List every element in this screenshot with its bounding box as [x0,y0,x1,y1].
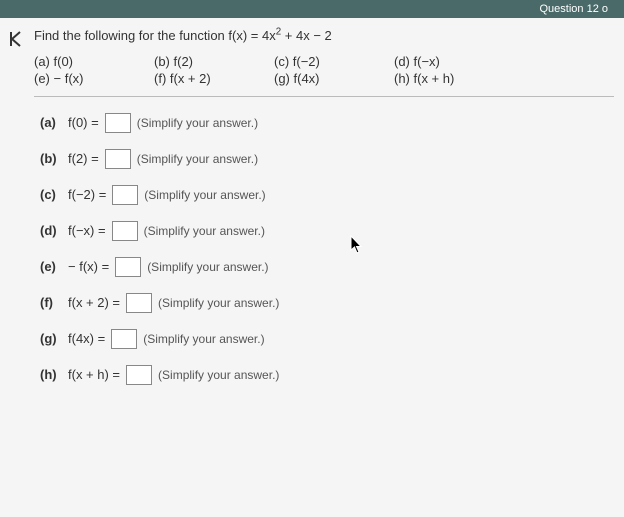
answer-row-a: (a) f(0) = (Simplify your answer.) [40,113,614,133]
answer-label: (a) [40,115,68,130]
answer-input[interactable] [126,293,152,313]
answer-row-b: (b) f(2) = (Simplify your answer.) [40,149,614,169]
answer-hint: (Simplify your answer.) [144,224,265,238]
option-b: (b) f(2) [154,54,274,69]
question-prompt: Find the following for the function f(x)… [34,26,614,46]
answer-row-g: (g) f(4x) = (Simplify your answer.) [40,329,614,349]
prompt-function: f(x) = 4x2 + 4x − 2 [228,28,331,43]
top-banner: Question 12 o [0,0,624,18]
option-d: (d) f(−x) [394,54,514,69]
answer-expression: f(x + h) = [68,367,120,382]
option-h: (h) f(x + h) [394,71,514,86]
answer-expression: f(0) = [68,115,99,130]
answer-label: (h) [40,367,68,382]
answer-input[interactable] [112,221,138,241]
option-e: (e) − f(x) [34,71,154,86]
answer-label: (g) [40,331,68,346]
answer-input[interactable] [111,329,137,349]
answer-hint: (Simplify your answer.) [143,332,264,346]
answer-input[interactable] [105,149,131,169]
answer-row-h: (h) f(x + h) = (Simplify your answer.) [40,365,614,385]
answer-row-e: (e) − f(x) = (Simplify your answer.) [40,257,614,277]
answers-list: (a) f(0) = (Simplify your answer.) (b) f… [34,113,614,385]
answer-expression: − f(x) = [68,259,109,274]
option-g: (g) f(4x) [274,71,394,86]
answer-hint: (Simplify your answer.) [158,296,279,310]
answer-label: (c) [40,187,68,202]
answer-label: (d) [40,223,68,238]
answer-expression: f(4x) = [68,331,105,346]
banner-text: Question 12 o [540,3,609,15]
option-a: (a) f(0) [34,54,154,69]
answer-row-d: (d) f(−x) = (Simplify your answer.) [40,221,614,241]
answer-label: (b) [40,151,68,166]
answer-input[interactable] [105,113,131,133]
prompt-lead: Find the following for the function [34,28,228,43]
main-column: Find the following for the function f(x)… [34,26,614,401]
answer-label: (f) [40,295,68,310]
answer-expression: f(x + 2) = [68,295,120,310]
option-f: (f) f(x + 2) [154,71,274,86]
section-divider [34,96,614,97]
content-area: Find the following for the function f(x)… [0,18,624,411]
back-column [6,26,34,401]
answer-input[interactable] [126,365,152,385]
answer-row-c: (c) f(−2) = (Simplify your answer.) [40,185,614,205]
answer-hint: (Simplify your answer.) [137,116,258,130]
answer-expression: f(−2) = [68,187,106,202]
answer-input[interactable] [115,257,141,277]
answer-expression: f(2) = [68,151,99,166]
answer-hint: (Simplify your answer.) [147,260,268,274]
answer-label: (e) [40,259,68,274]
answer-hint: (Simplify your answer.) [158,368,279,382]
answer-hint: (Simplify your answer.) [137,152,258,166]
answer-hint: (Simplify your answer.) [144,188,265,202]
option-c: (c) f(−2) [274,54,394,69]
answer-row-f: (f) f(x + 2) = (Simplify your answer.) [40,293,614,313]
answer-expression: f(−x) = [68,223,106,238]
options-grid: (a) f(0) (b) f(2) (c) f(−2) (d) f(−x) (e… [34,54,614,86]
answer-input[interactable] [112,185,138,205]
back-arrow-icon[interactable] [6,28,28,50]
